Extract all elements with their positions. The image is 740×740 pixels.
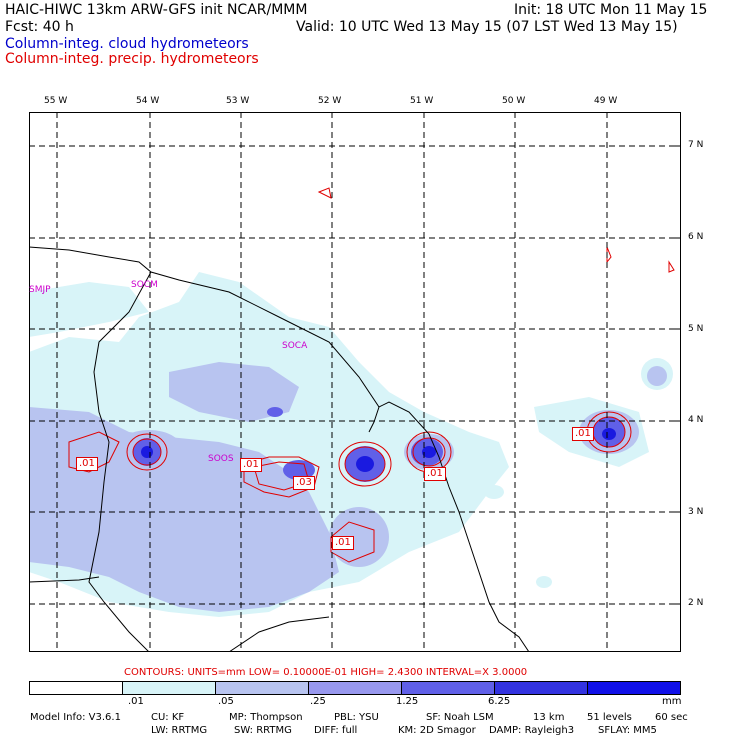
- place-label-smjp: SMJP: [29, 285, 51, 295]
- lat-label: 7 N: [688, 140, 704, 150]
- model-info: Model Info: V3.6.1: [30, 712, 121, 723]
- legend-tick: .05: [218, 696, 234, 707]
- lat-label: 6 N: [688, 232, 704, 242]
- model-info: KM: 2D Smagor: [398, 725, 476, 736]
- lat-label: 5 N: [688, 324, 704, 334]
- valid-time: Valid: 10 UTC Wed 13 May 15 (07 LST Wed …: [296, 19, 678, 35]
- field-cloud-label: Column-integ. cloud hydrometeors: [5, 36, 249, 52]
- model-info: MP: Thompson: [229, 712, 303, 723]
- legend-swatch: [309, 682, 402, 694]
- legend-swatch: [30, 682, 123, 694]
- model-info: DAMP: Rayleigh3: [489, 725, 575, 736]
- model-info: LW: RRTMG: [151, 725, 208, 736]
- contour-label: .01: [424, 467, 446, 481]
- lon-label: 55 W: [44, 96, 68, 106]
- lat-label: 3 N: [688, 507, 704, 517]
- place-label-soca: SOCA: [282, 341, 308, 351]
- coastline-borders: [29, 246, 530, 652]
- legend-swatch: [216, 682, 309, 694]
- model-info: SW: RRTMG: [234, 725, 292, 736]
- legend-swatch: [123, 682, 216, 694]
- lon-label: 49 W: [594, 96, 618, 106]
- model-info: 13 km: [533, 712, 565, 723]
- lat-label: 4 N: [688, 415, 704, 425]
- title-line: HAIC-HIWC 13km ARW-GFS init NCAR/MMM: [5, 2, 308, 18]
- legend-swatch: [402, 682, 495, 694]
- legend-unit: mm: [662, 696, 682, 707]
- init-time: Init: 18 UTC Mon 11 May 15: [514, 2, 708, 18]
- lat-label: 2 N: [688, 598, 704, 608]
- legend-tick: .01: [128, 696, 144, 707]
- contour-label: .01: [76, 457, 98, 471]
- model-info: SFLAY: MM5: [598, 725, 657, 736]
- model-info: 60 sec: [655, 712, 688, 723]
- lon-label: 52 W: [318, 96, 342, 106]
- cloud-shading-core: [141, 428, 616, 472]
- legend-swatch: [495, 682, 588, 694]
- forecast-hour: Fcst: 40 h: [5, 19, 74, 35]
- lat-lon-grid: [29, 112, 681, 652]
- model-info: SF: Noah LSM: [426, 712, 494, 723]
- forecast-map: [29, 112, 681, 652]
- contour-label: .01: [240, 458, 262, 472]
- contour-label: .01: [332, 536, 354, 550]
- lon-label: 51 W: [410, 96, 434, 106]
- lon-label: 50 W: [502, 96, 526, 106]
- model-info: PBL: YSU: [334, 712, 379, 723]
- contour-label: .03: [293, 476, 315, 490]
- field-precip-label: Column-integ. precip. hydrometeors: [5, 51, 259, 67]
- place-label-socm: SOCM: [131, 280, 158, 290]
- lon-label: 54 W: [136, 96, 160, 106]
- model-info: CU: KF: [151, 712, 185, 723]
- contours-info: CONTOURS: UNITS=mm LOW= 0.10000E-01 HIGH…: [124, 667, 528, 678]
- legend-tick: .25: [310, 696, 326, 707]
- legend-tick: 6.25: [488, 696, 511, 707]
- place-label-soos: SOOS: [208, 454, 234, 464]
- contour-label: .01: [572, 427, 594, 441]
- model-info: 51 levels: [587, 712, 632, 723]
- legend-tick: 1.25: [396, 696, 419, 707]
- legend-swatch: [588, 682, 680, 694]
- lon-label: 53 W: [226, 96, 250, 106]
- color-legend: [29, 681, 681, 695]
- model-info: DIFF: full: [314, 725, 358, 736]
